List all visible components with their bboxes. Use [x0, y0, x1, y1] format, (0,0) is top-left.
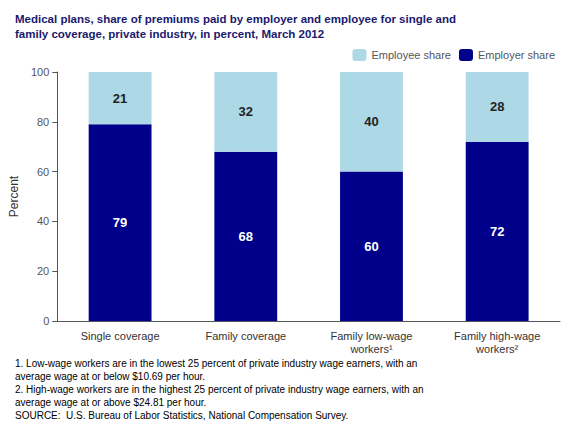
svg-text:60: 60	[364, 239, 378, 254]
svg-text:1. Low-wage workers are in the: 1. Low-wage workers are in the lowest 25…	[15, 358, 417, 369]
svg-text:40: 40	[364, 114, 378, 129]
svg-text:79: 79	[113, 215, 127, 230]
svg-text:21: 21	[113, 91, 127, 106]
svg-text:Employer share: Employer share	[478, 49, 555, 61]
svg-text:40: 40	[37, 215, 49, 227]
svg-text:0: 0	[43, 315, 49, 327]
svg-text:workers²: workers²	[475, 343, 519, 355]
svg-text:72: 72	[490, 224, 504, 239]
svg-text:family coverage, private indus: family coverage, private industry, in pe…	[15, 28, 324, 40]
svg-text:SOURCE: U.S. Bureau of Labor: SOURCE: U.S. Bureau of Labor Statistics,…	[15, 410, 348, 421]
svg-text:68: 68	[239, 229, 253, 244]
svg-text:Single coverage: Single coverage	[81, 330, 160, 342]
svg-text:60: 60	[37, 166, 49, 178]
svg-text:28: 28	[490, 99, 504, 114]
svg-text:average wage at or above $24.8: average wage at or above $24.81 per hour…	[15, 397, 206, 408]
svg-text:workers¹: workers¹	[349, 343, 393, 355]
svg-text:2. High-wage workers are in th: 2. High-wage workers are in the highest …	[15, 384, 424, 395]
svg-text:20: 20	[37, 265, 49, 277]
svg-text:Medical plans, share of premiu: Medical plans, share of premiums paid by…	[15, 13, 456, 25]
svg-text:32: 32	[239, 104, 253, 119]
svg-text:Family low-wage: Family low-wage	[331, 330, 413, 342]
svg-text:100: 100	[31, 66, 49, 78]
svg-text:Family high-wage: Family high-wage	[454, 330, 540, 342]
svg-text:Percent: Percent	[7, 175, 21, 217]
svg-text:Family coverage: Family coverage	[205, 330, 286, 342]
svg-text:80: 80	[37, 116, 49, 128]
svg-text:average wage at or below $10.6: average wage at or below $10.69 per hour…	[15, 371, 205, 382]
svg-text:Employee share: Employee share	[371, 49, 451, 61]
